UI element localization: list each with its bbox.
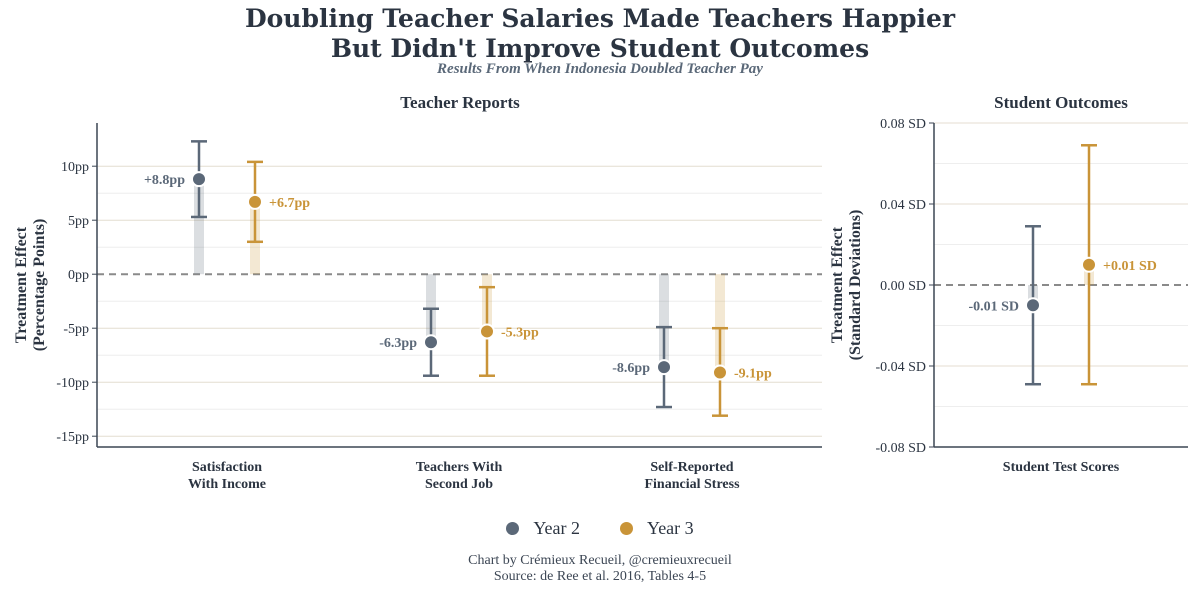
y-axis-label-line: Treatment Effect: [829, 226, 846, 343]
data-label: +6.7pp: [269, 196, 310, 211]
legend-marker-year2: [506, 522, 520, 535]
effect-bar: [659, 274, 669, 368]
x-category-label: Second Job: [425, 477, 493, 492]
panel-title-1: Teacher Reports: [400, 93, 520, 112]
y-axis-label-line: (Standard Deviations): [847, 210, 864, 361]
data-point: [191, 171, 207, 188]
chart-credit: Chart by Crémieux Recueil, @cremieuxrecu…: [468, 553, 732, 568]
data-label: +0.01 SD: [1103, 259, 1157, 274]
chart-title-line-2: But Didn't Improve Student Outcomes: [330, 34, 870, 63]
data-label: -6.3pp: [379, 336, 417, 351]
data-point: [1025, 297, 1041, 314]
data-label: +8.8pp: [144, 173, 185, 188]
data-point: [479, 323, 495, 340]
data-label: -5.3pp: [501, 325, 539, 340]
x-category-label: With Income: [188, 477, 266, 492]
y-axis-label-line: Treatment Effect: [13, 226, 30, 343]
legend-label-year3: Year 3: [647, 518, 694, 538]
y-tick-label: -5pp: [63, 322, 89, 337]
y-tick-label: 10pp: [61, 160, 89, 175]
x-category-label: Financial Stress: [644, 477, 740, 492]
data-label: -0.01 SD: [968, 299, 1019, 314]
chart-title-line-1: Doubling Teacher Salaries Made Teachers …: [244, 4, 956, 33]
data-point: [1081, 256, 1097, 273]
data-label: -9.1pp: [734, 366, 772, 381]
y-tick-label: 0.08 SD: [880, 117, 926, 132]
data-point: [712, 364, 728, 381]
y-tick-label: -10pp: [56, 376, 89, 391]
data-point: [423, 334, 439, 351]
panel-title-2: Student Outcomes: [994, 93, 1128, 112]
y-tick-label: -0.04 SD: [875, 360, 926, 375]
y-axis-label: Treatment Effect(Percentage Points): [13, 219, 48, 352]
effect-bar: [715, 274, 725, 373]
chart-subtitle: Results From When Indonesia Doubled Teac…: [437, 61, 763, 77]
data-point: [247, 193, 263, 210]
data-label: -8.6pp: [612, 361, 650, 376]
y-tick-label: 0.04 SD: [880, 198, 926, 213]
x-category-label: Self-Reported: [650, 460, 733, 475]
legend-item-year3: Year 3: [620, 518, 694, 539]
y-axis-label: Treatment Effect(Standard Deviations): [829, 210, 864, 361]
y-tick-label: 0.00 SD: [880, 279, 926, 294]
legend: Year 2 Year 3: [0, 518, 1200, 539]
chart-source: Source: de Ree et al. 2016, Tables 4-5: [493, 569, 707, 584]
x-category-label: Teachers With: [416, 460, 503, 475]
y-tick-label: 5pp: [68, 214, 89, 229]
y-axis-label-line: (Percentage Points): [31, 219, 48, 352]
x-category-label: Student Test Scores: [1003, 460, 1120, 475]
legend-item-year2: Year 2: [506, 518, 580, 539]
data-point: [656, 359, 672, 376]
legend-marker-year3: [620, 522, 633, 535]
y-tick-label: -0.08 SD: [875, 441, 926, 456]
y-tick-label: 0pp: [68, 268, 89, 283]
effect-bar: [194, 179, 204, 275]
y-tick-label: -15pp: [56, 430, 89, 445]
x-category-label: Satisfaction: [192, 460, 262, 475]
legend-label-year2: Year 2: [533, 518, 580, 538]
